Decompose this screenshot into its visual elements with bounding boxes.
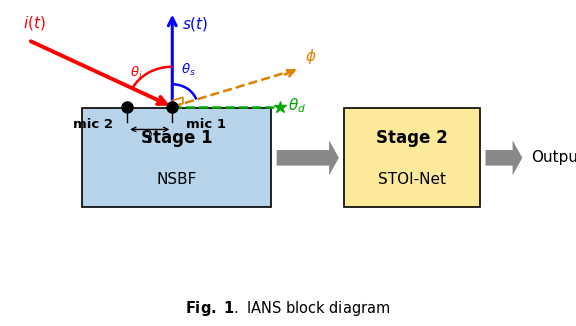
Text: mic 1: mic 1 bbox=[187, 118, 226, 131]
Text: $i(t)$: $i(t)$ bbox=[22, 14, 46, 32]
Text: STOI-Net: STOI-Net bbox=[378, 172, 446, 187]
Text: $\theta_s$: $\theta_s$ bbox=[181, 62, 195, 79]
Text: $\theta_i$: $\theta_i$ bbox=[130, 65, 143, 81]
Text: Output: Output bbox=[530, 150, 576, 165]
Text: Stage 1: Stage 1 bbox=[141, 129, 213, 147]
Text: NSBF: NSBF bbox=[156, 172, 196, 187]
Text: $\ell$: $\ell$ bbox=[146, 131, 153, 146]
Text: mic 2: mic 2 bbox=[73, 118, 113, 131]
Bar bbox=[82, 108, 271, 207]
Text: $\theta_d$: $\theta_d$ bbox=[288, 96, 306, 115]
Text: Stage 2: Stage 2 bbox=[376, 129, 448, 147]
Bar bbox=[344, 108, 480, 207]
Text: $s(t)$: $s(t)$ bbox=[183, 15, 209, 33]
Text: $\mathbf{Fig.\ 1}$$.\ $IANS block diagram: $\mathbf{Fig.\ 1}$$.\ $IANS block diagra… bbox=[185, 299, 391, 318]
Text: $\phi$: $\phi$ bbox=[305, 47, 316, 66]
